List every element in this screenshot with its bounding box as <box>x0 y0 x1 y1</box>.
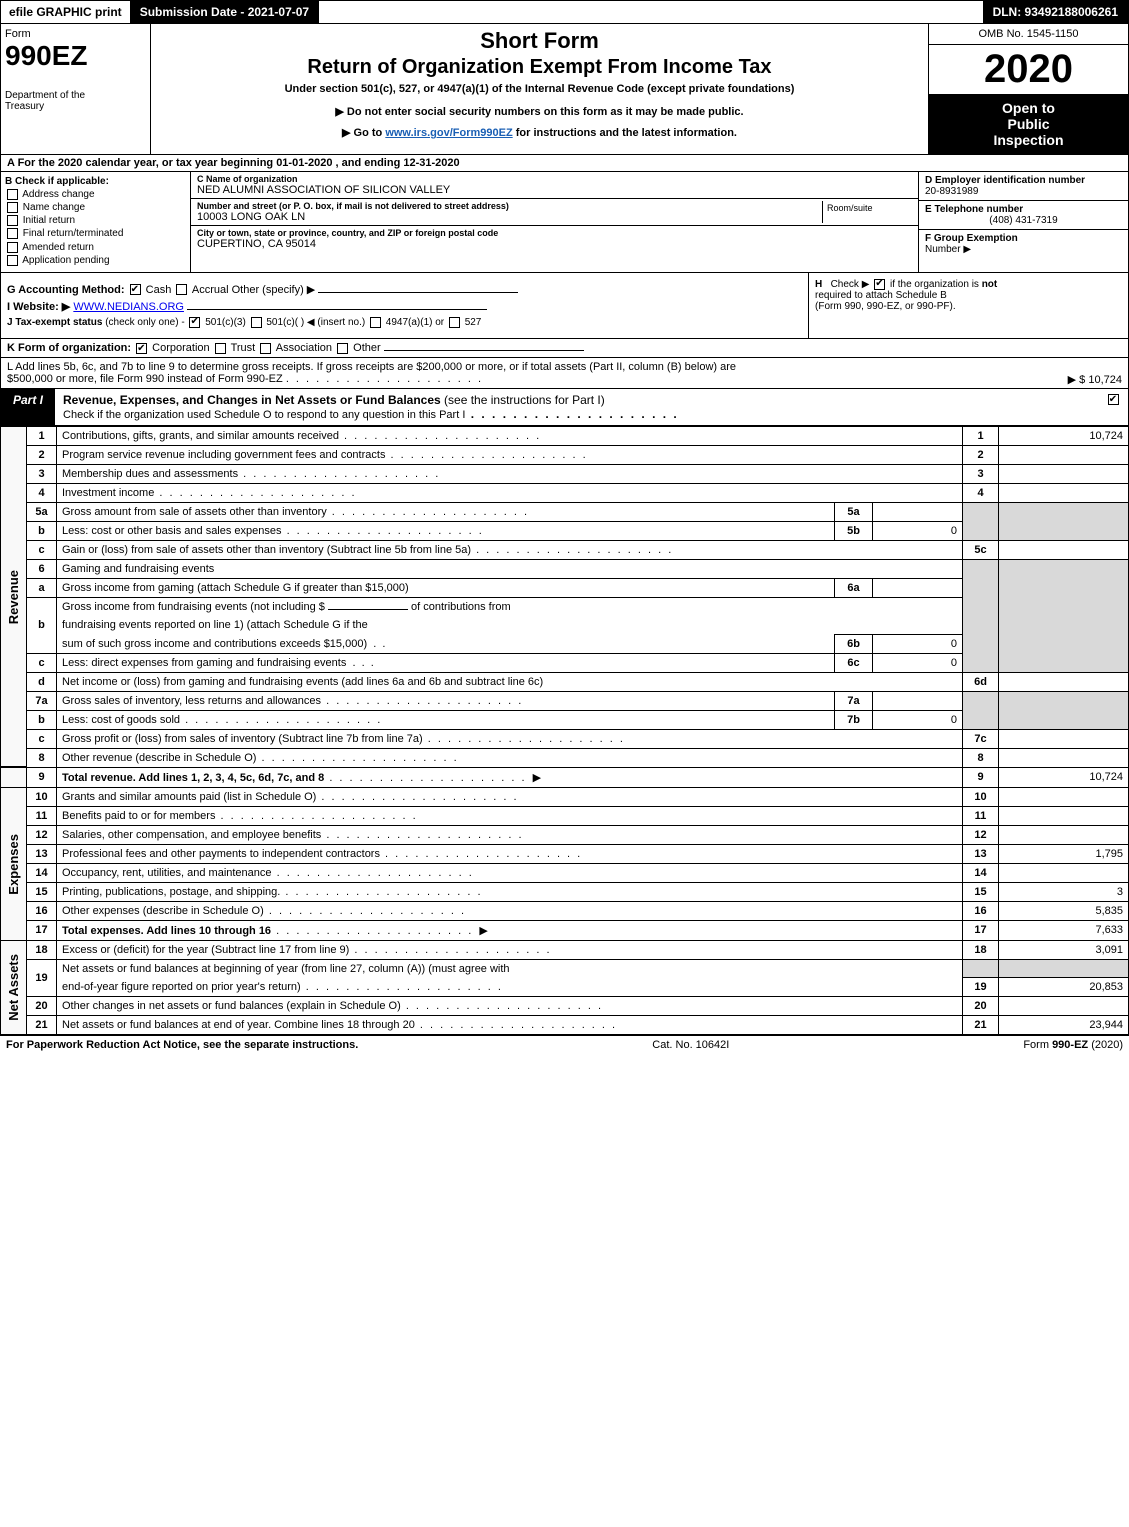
cb-4947[interactable] <box>370 317 381 328</box>
cb-corporation[interactable] <box>136 343 147 354</box>
tax-year: 2020 <box>929 45 1128 94</box>
footer-form-ref: Form 990-EZ (2020) <box>1023 1039 1123 1051</box>
form-word: Form <box>5 28 146 40</box>
irs-link[interactable]: www.irs.gov/Form990EZ <box>385 127 512 139</box>
i-website-row: I Website: ▶ WWW.NEDIANS.ORG <box>7 300 802 313</box>
cb-address-change[interactable]: Address change <box>5 189 186 200</box>
net-assets-label: Net Assets <box>6 954 21 1021</box>
page-footer: For Paperwork Reduction Act Notice, see … <box>0 1035 1129 1054</box>
line13-amt: 1,795 <box>999 844 1129 863</box>
cb-name-change[interactable]: Name change <box>5 202 186 213</box>
e-phone-label: E Telephone number <box>925 204 1122 215</box>
part1-schedule-o-check[interactable] <box>1098 389 1128 425</box>
cb-initial-return[interactable]: Initial return <box>5 215 186 226</box>
part1-title: Revenue, Expenses, and Changes in Net As… <box>55 389 1098 425</box>
form-number: 990EZ <box>5 40 146 72</box>
goto-instructions: ▶ Go to www.irs.gov/Form990EZ for instru… <box>159 126 920 139</box>
c-org-name: NED ALUMNI ASSOCIATION OF SILICON VALLEY <box>197 184 912 196</box>
form-header: Form 990EZ Department of the Treasury Sh… <box>0 24 1129 155</box>
open-public-badge: Open to Public Inspection <box>929 94 1128 154</box>
cb-amended-return[interactable]: Amended return <box>5 242 186 253</box>
revenue-label: Revenue <box>6 570 21 624</box>
c-city-label: City or town, state or province, country… <box>197 228 912 238</box>
c-addr: 10003 LONG OAK LN <box>197 211 822 223</box>
line1-num: 1 <box>27 426 57 445</box>
row-a-tax-year: A For the 2020 calendar year, or tax yea… <box>0 155 1129 172</box>
cb-final-return[interactable]: Final return/terminated <box>5 228 186 239</box>
row-k: K Form of organization: Corporation Trus… <box>0 339 1129 358</box>
part1-tab: Part I <box>1 389 55 425</box>
ssn-notice: ▶ Do not enter social security numbers o… <box>159 105 920 118</box>
line15-amt: 3 <box>999 882 1129 901</box>
efile-label: efile GRAPHIC print <box>1 1 130 23</box>
line9-total-revenue: 10,724 <box>999 767 1129 787</box>
line18-amt: 3,091 <box>999 940 1129 959</box>
line16-amt: 5,835 <box>999 901 1129 920</box>
cb-501c[interactable] <box>251 317 262 328</box>
cb-schedule-b[interactable] <box>874 279 885 290</box>
row-l: L Add lines 5b, 6c, and 7b to line 9 to … <box>0 358 1129 389</box>
header-right: OMB No. 1545-1150 2020 Open to Public In… <box>928 24 1128 154</box>
d-ein: 20-8931989 <box>925 186 1122 197</box>
cb-cash[interactable] <box>130 284 141 295</box>
header-left: Form 990EZ Department of the Treasury <box>1 24 151 154</box>
omb-number: OMB No. 1545-1150 <box>929 24 1128 45</box>
cb-association[interactable] <box>260 343 271 354</box>
g-accounting: G Accounting Method: Cash Accrual Other … <box>7 283 802 296</box>
short-form-title: Short Form <box>159 28 920 54</box>
dept-treasury: Department of the Treasury <box>5 90 146 112</box>
h-schedule-b: H Check ▶ if the organization is not req… <box>808 273 1128 338</box>
submission-date-button[interactable]: Submission Date - 2021-07-07 <box>130 1 319 23</box>
b-title: B Check if applicable: <box>5 176 186 187</box>
line21-amt: 23,944 <box>999 1016 1129 1035</box>
cb-527[interactable] <box>449 317 460 328</box>
header-center: Short Form Return of Organization Exempt… <box>151 24 928 154</box>
return-title: Return of Organization Exempt From Incom… <box>159 56 920 79</box>
cb-other-org[interactable] <box>337 343 348 354</box>
c-name-label: C Name of organization <box>197 174 912 184</box>
line17-total-expenses: 7,633 <box>999 920 1129 940</box>
c-addr-label: Number and street (or P. O. box, if mail… <box>197 201 822 211</box>
footer-cat-no: Cat. No. 10642I <box>358 1039 1023 1051</box>
col-def: D Employer identification number 20-8931… <box>918 172 1128 272</box>
f-group-label: F Group Exemption <box>925 233 1018 244</box>
e-phone: (408) 431-7319 <box>925 215 1122 226</box>
part1-table: Revenue 1 Contributions, gifts, grants, … <box>0 426 1129 1036</box>
top-bar: efile GRAPHIC print Submission Date - 20… <box>0 0 1129 24</box>
f-group-number: Number ▶ <box>925 244 971 255</box>
gh-left: G Accounting Method: Cash Accrual Other … <box>1 273 808 338</box>
line19-amt: 20,853 <box>999 978 1129 997</box>
cb-application-pending[interactable]: Application pending <box>5 255 186 266</box>
room-suite: Room/suite <box>822 201 912 223</box>
section-bcdef: B Check if applicable: Address change Na… <box>0 172 1129 273</box>
under-section: Under section 501(c), 527, or 4947(a)(1)… <box>159 83 920 95</box>
line1-col: 1 <box>963 426 999 445</box>
c-city: CUPERTINO, CA 95014 <box>197 238 912 250</box>
part1-header: Part I Revenue, Expenses, and Changes in… <box>0 389 1129 426</box>
d-ein-label: D Employer identification number <box>925 175 1122 186</box>
col-b-checkboxes: B Check if applicable: Address change Na… <box>1 172 191 272</box>
website-link[interactable]: WWW.NEDIANS.ORG <box>73 301 184 313</box>
dln-label: DLN: 93492188006261 <box>983 1 1128 23</box>
section-ghij: G Accounting Method: Cash Accrual Other … <box>0 273 1129 339</box>
line1-amt: 10,724 <box>999 426 1129 445</box>
j-tax-exempt: J Tax-exempt status (check only one) - 5… <box>7 317 802 328</box>
cb-trust[interactable] <box>215 343 226 354</box>
l-amount: 10,724 <box>1088 374 1122 386</box>
footer-left: For Paperwork Reduction Act Notice, see … <box>6 1039 358 1051</box>
cb-accrual[interactable] <box>176 284 187 295</box>
col-c-org-info: C Name of organization NED ALUMNI ASSOCI… <box>191 172 918 272</box>
cb-501c3[interactable] <box>189 317 200 328</box>
expenses-label: Expenses <box>6 834 21 895</box>
